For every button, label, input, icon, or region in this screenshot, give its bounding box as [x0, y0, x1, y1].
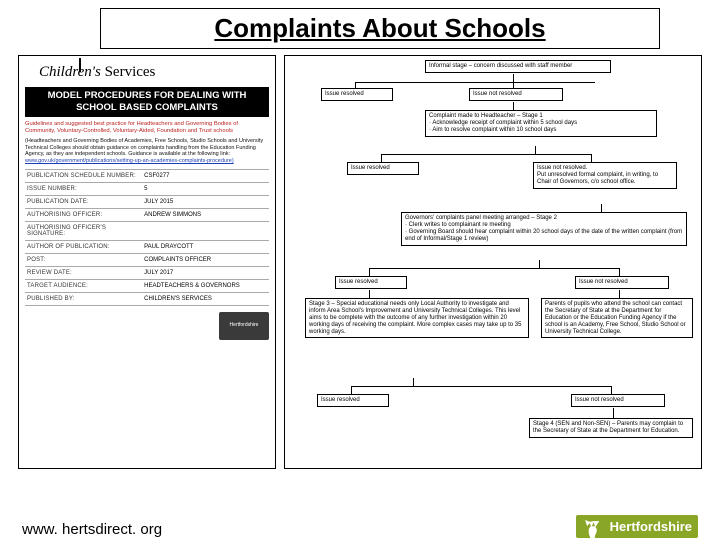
meta-key: AUTHORISING OFFICER'S SIGNATURE: — [25, 221, 142, 240]
flow-notresolved-3: Issue not resolved — [575, 276, 669, 289]
flow-node-informal: Informal stage – concern discussed with … — [425, 60, 611, 73]
doc-meta-table: PUBLICATION SCHEDULE NUMBER:CSF0277ISSUE… — [25, 169, 269, 306]
logo-text: Hertfordshire — [610, 519, 692, 534]
title-box: Complaints About Schools — [100, 8, 660, 49]
meta-row: PUBLICATION DATE:JULY 2015 — [25, 195, 269, 208]
flow-notresolved-1: Issue not resolved — [469, 88, 563, 101]
meta-row: TARGET AUDIENCE:HEADTEACHERS & GOVERNORS — [25, 279, 269, 292]
flow-node-stage3b: Parents of pupils who attend the school … — [541, 298, 693, 338]
flow-resolved-3: Issue resolved — [335, 276, 407, 289]
meta-value: JULY 2015 — [142, 195, 269, 208]
doc-guidelines: Guidelines and suggested best practice f… — [25, 121, 269, 135]
meta-value: CSF0277 — [142, 169, 269, 182]
meta-value: COMPLAINTS OFFICER — [142, 253, 269, 266]
meta-value — [142, 221, 269, 240]
flow-node-stage4: Stage 4 (SEN and Non-SEN) – Parents may … — [529, 418, 693, 438]
meta-key: AUTHORISING OFFICER: — [25, 208, 142, 221]
doc-note-link: www.gov.uk/government/publications/setti… — [25, 158, 234, 164]
flow-node-stage1: Complaint made to Headteacher – Stage 1 … — [425, 110, 657, 137]
page-title: Complaints About Schools — [111, 13, 649, 44]
flow-resolved-4: Issue resolved — [317, 394, 389, 407]
meta-value: ANDREW SIMMONS — [142, 208, 269, 221]
flow-notresolved-4: Issue not resolved — [571, 394, 665, 407]
meta-row: REVIEW DATE:JULY 2017 — [25, 266, 269, 279]
meta-row: ISSUE NUMBER:5 — [25, 182, 269, 195]
dept-children: Children's — [39, 64, 101, 80]
meta-key: PUBLISHED BY: — [25, 292, 142, 305]
content-row: Children's Services MODEL PROCEDURES FOR… — [0, 55, 720, 469]
meta-row: AUTHORISING OFFICER'S SIGNATURE: — [25, 221, 269, 240]
meta-value: CHILDREN'S SERVICES — [142, 292, 269, 305]
doc-footer-left — [25, 335, 26, 340]
doc-footer: Hertfordshire — [25, 312, 269, 340]
meta-key: TARGET AUDIENCE: — [25, 279, 142, 292]
doc-heading: MODEL PROCEDURES FOR DEALING WITH SCHOOL… — [25, 87, 269, 117]
meta-value: JULY 2017 — [142, 266, 269, 279]
meta-row: AUTHORISING OFFICER:ANDREW SIMMONS — [25, 208, 269, 221]
meta-value: HEADTEACHERS & GOVERNORS — [142, 279, 269, 292]
doc-note: (Headteachers and Governing Bodies of Ac… — [25, 138, 269, 164]
doc-mini-logo-text: Hertfordshire — [230, 323, 259, 329]
flow-node-stage3: Stage 3 – Special educational needs only… — [305, 298, 529, 338]
flow-node-stage2: Governors' complaints panel meeting arra… — [401, 212, 687, 246]
meta-key: PUBLICATION DATE: — [25, 195, 142, 208]
meta-row: POST:COMPLAINTS OFFICER — [25, 253, 269, 266]
meta-row: AUTHOR OF PUBLICATION:PAUL DRAYCOTT — [25, 240, 269, 253]
dept-services: Services — [101, 64, 156, 80]
meta-key: PUBLICATION SCHEDULE NUMBER: — [25, 169, 142, 182]
flow-resolved-2: Issue resolved — [347, 162, 419, 175]
meta-key: ISSUE NUMBER: — [25, 182, 142, 195]
doc-mini-logo: Hertfordshire — [219, 312, 269, 340]
footer-url: www. hertsdirect. org — [22, 521, 162, 538]
divider-mark — [79, 58, 81, 72]
meta-key: POST: — [25, 253, 142, 266]
flowchart: Informal stage – concern discussed with … — [284, 55, 702, 469]
meta-key: REVIEW DATE: — [25, 266, 142, 279]
meta-row: PUBLISHED BY:CHILDREN'S SERVICES — [25, 292, 269, 305]
doc-note-text: (Headteachers and Governing Bodies of Ac… — [25, 138, 263, 157]
dept-title: Children's Services — [39, 64, 269, 81]
flow-resolved-1: Issue resolved — [321, 88, 393, 101]
meta-value: 5 — [142, 182, 269, 195]
page-footer: www. hertsdirect. org Hertfordshire — [0, 515, 720, 538]
hertfordshire-logo: Hertfordshire — [576, 515, 698, 538]
flow-notresolved-2: Issue not resolved. Put unresolved forma… — [533, 162, 677, 189]
meta-row: PUBLICATION SCHEDULE NUMBER:CSF0277 — [25, 169, 269, 182]
meta-value: PAUL DRAYCOTT — [142, 240, 269, 253]
document-preview: Children's Services MODEL PROCEDURES FOR… — [18, 55, 276, 469]
deer-icon — [580, 517, 606, 543]
meta-key: AUTHOR OF PUBLICATION: — [25, 240, 142, 253]
